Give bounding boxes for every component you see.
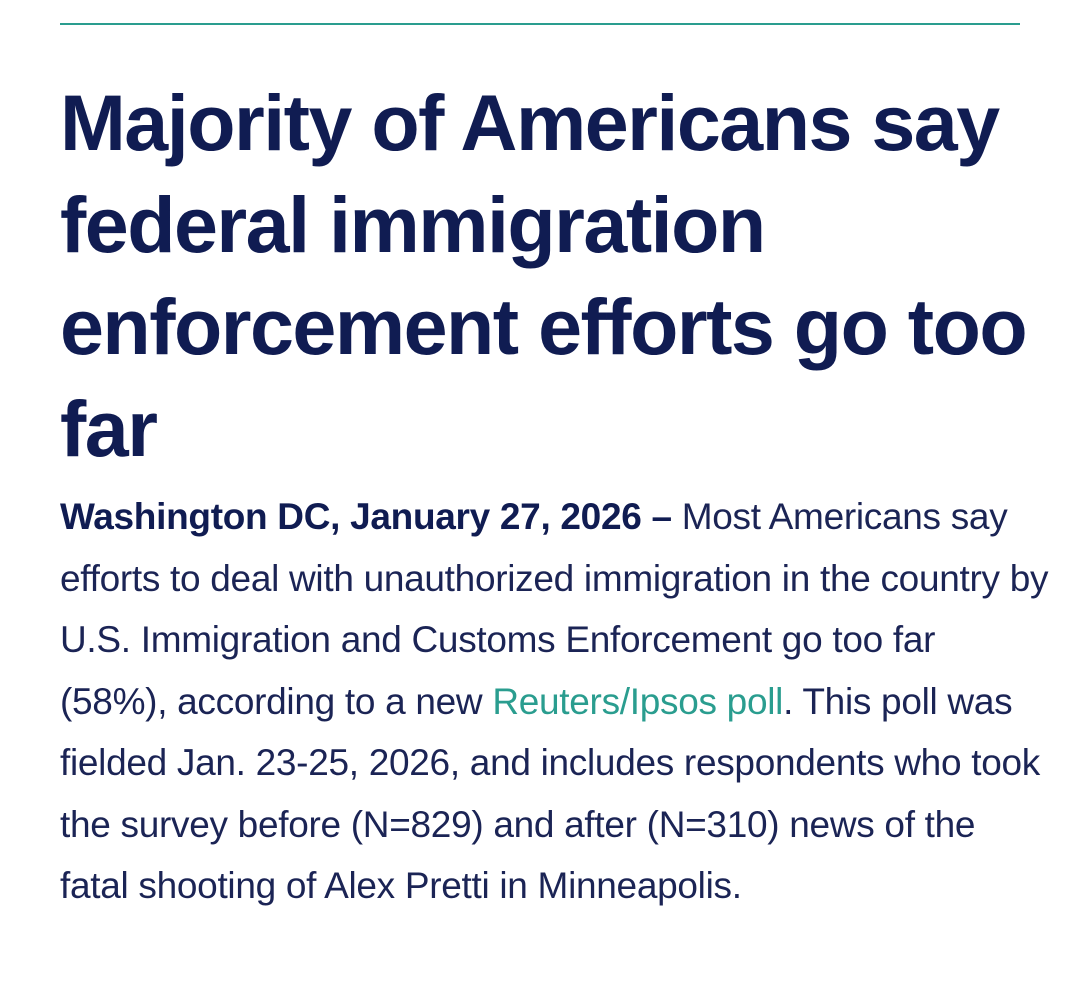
top-divider bbox=[60, 23, 1020, 25]
article-lead-paragraph: Washington DC, January 27, 2026 – Most A… bbox=[60, 486, 1050, 917]
reuters-ipsos-poll-link[interactable]: Reuters/Ipsos poll bbox=[492, 680, 784, 722]
lead-text-before-link: Most Americans say efforts to deal with … bbox=[60, 496, 1049, 722]
article-headline: Majority of Americans say federal immigr… bbox=[60, 78, 1028, 473]
lead-text-after-link: . This poll was fielded Jan. 23-25, 2026… bbox=[60, 680, 1040, 907]
dateline: Washington DC, January 27, 2026 – bbox=[60, 496, 672, 537]
